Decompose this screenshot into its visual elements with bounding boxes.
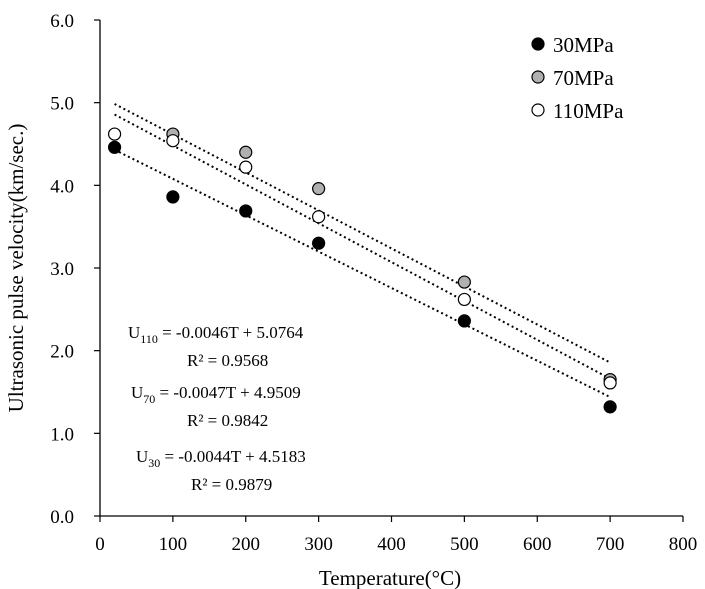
point-30MPa [312, 236, 326, 250]
r-squared: R² = 0.9879 [191, 475, 272, 494]
x-tick-label: 600 [523, 534, 552, 555]
point-110MPa [239, 160, 253, 174]
point-110MPa [166, 134, 180, 148]
regression-equation: U110 = -0.0046T + 5.0764 [128, 323, 304, 346]
trendline-30MPa [114, 148, 611, 398]
point-30MPa [603, 400, 617, 414]
data-points [107, 127, 617, 414]
x-tick-label: 400 [377, 534, 406, 555]
point-110MPa [107, 127, 122, 141]
regression-equation: U70 = -0.0047T + 4.9509 [131, 383, 301, 406]
point-30MPa [107, 140, 122, 154]
r-squared: R² = 0.9568 [187, 351, 268, 370]
point-110MPa [312, 210, 326, 224]
point-70MPa [239, 145, 253, 159]
legend-label: 70MPa [553, 66, 614, 90]
trendlines [114, 103, 611, 398]
legend-label: 30MPa [553, 33, 614, 57]
y-tick-label: 5.0 [50, 94, 74, 115]
r-squared: R² = 0.9842 [187, 411, 268, 430]
axes: 0 100 200 300 400 500 600 700 800 0.0 1.0 2.0 3.0 4.0… [50, 11, 697, 555]
x-tick-label: 100 [159, 534, 188, 555]
point-110MPa [603, 376, 617, 390]
x-tick-label: 200 [232, 534, 261, 555]
legend-marker [531, 103, 545, 117]
x-tick-label: 500 [450, 534, 479, 555]
legend-marker [531, 37, 545, 51]
point-30MPa [457, 314, 471, 328]
legend-marker [531, 70, 545, 84]
x-axis-title: Temperature(°C) [319, 566, 461, 589]
trendline-110MPa [114, 103, 611, 364]
x-tick-label: 300 [304, 534, 333, 555]
trendline-70MPa [114, 113, 611, 380]
point-70MPa [312, 182, 326, 196]
y-tick-label: 2.0 [50, 342, 74, 363]
point-110MPa [457, 292, 471, 307]
legend-label: 110MPa [553, 99, 624, 123]
legend: 30MPa 70MPa 110MPa [531, 33, 624, 123]
x-tick-label: 700 [596, 534, 625, 555]
x-tick-label: 800 [669, 534, 698, 555]
y-tick-label: 1.0 [50, 424, 74, 445]
point-30MPa [166, 190, 180, 204]
point-30MPa [239, 204, 253, 218]
y-tick-label: 6.0 [50, 11, 74, 32]
y-tick-label: 4.0 [50, 176, 74, 197]
y-axis-title: Ultrasonic pulse velocity(km/sec.) [4, 124, 28, 413]
y-tick-label: 0.0 [50, 507, 74, 528]
regression-equation: U30 = -0.0044T + 4.5183 [136, 447, 306, 470]
regression-annotations: U110 = -0.0046T + 5.0764 R² = 0.9568 U70 =… [128, 323, 306, 494]
point-70MPa [457, 275, 471, 289]
x-tick-label: 0 [95, 534, 105, 555]
y-tick-label: 3.0 [50, 259, 74, 280]
